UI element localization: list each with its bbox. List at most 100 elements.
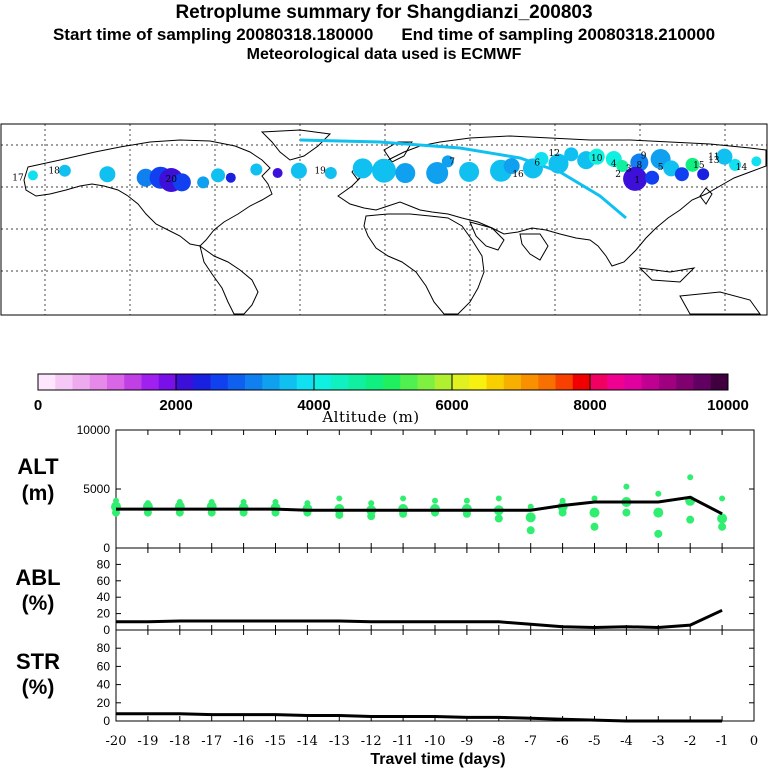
y-tick-label: 20 (97, 607, 111, 621)
x-tick-label: -3 (652, 734, 665, 749)
y-tick-label: 80 (97, 557, 111, 571)
cluster-label: 11 (708, 153, 719, 163)
alt-cluster-point (368, 500, 375, 507)
alt-cluster-point (400, 495, 407, 502)
alt-cluster-point (240, 498, 247, 505)
str-title: STR (16, 649, 60, 674)
abl-line (116, 608, 723, 630)
plume-cluster (27, 170, 38, 181)
cluster-label: 17 (12, 174, 24, 184)
x-tick-label: -9 (461, 734, 474, 749)
y-tick-label: 0 (103, 714, 110, 728)
plume-cluster (99, 166, 116, 183)
plume-cluster (441, 155, 454, 168)
alt-cluster-point (526, 526, 535, 535)
colorbar-cell (641, 374, 660, 390)
x-tick-label: -7 (524, 734, 537, 749)
x-tick-label: -4 (620, 734, 633, 749)
colorbar-cell (417, 374, 436, 390)
colorbar-cell (365, 374, 384, 390)
plume-cluster (716, 148, 733, 165)
cluster-label: 6 (534, 159, 540, 169)
colorbar-tick-label: 2000 (159, 397, 192, 414)
alt-cluster-point (654, 529, 663, 538)
map-frame (0, 123, 768, 316)
x-tick-label: -19 (137, 734, 158, 749)
alt-cluster-point (589, 507, 600, 518)
end-time-label: End time of sampling 20080318.210000 (401, 25, 716, 44)
alt-xticks (115, 430, 755, 548)
plume-cluster (172, 173, 191, 192)
cluster-label: 14 (736, 163, 748, 173)
cluster-label: 19 (314, 167, 326, 177)
colorbar-cell (141, 374, 160, 390)
colorbar-cell (538, 374, 556, 390)
cluster-label: 16 (512, 170, 524, 180)
y-tick-label: 80 (97, 641, 111, 655)
plume-cluster (697, 168, 710, 181)
x-tick-label: -10 (425, 734, 446, 749)
colorbar-cell (107, 374, 125, 390)
alt-cluster-point (718, 522, 727, 531)
alt-cluster-point (144, 500, 151, 507)
plume-cluster (290, 162, 307, 179)
plume-cluster (211, 168, 226, 183)
colorbar-cell (279, 374, 298, 390)
plume-cluster (58, 164, 71, 177)
alt-cluster-point (591, 495, 598, 502)
x-tick-label: 0 (750, 734, 758, 749)
alt-cluster-point (176, 498, 183, 505)
x-tick-labels: -20 -19 -18 -17 -16 -15 -14 -13 -12 -11 -10 -9 -8 -7-… (106, 734, 759, 749)
colorbar-cell (469, 374, 487, 390)
colorbar-cell (262, 374, 280, 390)
str-yticks: 80 60 40 20 0 (97, 641, 754, 728)
cluster-label: 9 (641, 152, 647, 162)
abl-panel: ABL (%) 80 60 40 20 0 (15, 547, 755, 637)
x-tick-label: -6 (556, 734, 569, 749)
y-tick-label: 60 (97, 574, 111, 588)
plume-cluster (674, 167, 689, 182)
colorbar-tick-label: 6000 (435, 397, 468, 414)
plume-cluster (197, 176, 210, 189)
colorbar-cell (124, 374, 142, 390)
x-tick-label: -20 (106, 734, 127, 749)
colorbar-cell (296, 374, 315, 390)
plume-cluster (751, 156, 762, 167)
alt-cluster-point (559, 497, 566, 504)
colorbar-cell (38, 374, 56, 390)
alt-cluster-point (495, 495, 502, 502)
x-tick-label: -1 (716, 734, 729, 749)
colorbar-cell (245, 374, 263, 390)
alt-unit: (m) (22, 482, 55, 505)
met-data-label: Meteorological data used is ECMWF (246, 46, 522, 63)
colorbar-cell (486, 374, 505, 390)
plume-cluster (623, 166, 648, 191)
colorbar-cell (607, 374, 625, 390)
abl-frame (115, 547, 755, 631)
cluster-label: 4 (611, 160, 617, 170)
colorbar-cell (434, 374, 453, 390)
colorbar-cell (555, 374, 574, 390)
cluster-label: 8 (636, 161, 642, 171)
cluster-label: 1 (634, 176, 640, 186)
colorbar-cell (210, 374, 229, 390)
colorbar-tick-label: 10000 (707, 397, 749, 414)
plume-cluster (645, 170, 660, 185)
colorbar-cell (452, 374, 470, 390)
cluster-label: 5 (658, 163, 664, 173)
plume-cluster (459, 161, 480, 182)
str-line (116, 712, 723, 723)
alt-yticks: 10000 5000 0 (77, 423, 754, 555)
colorbar-cell (314, 374, 332, 390)
cluster-label: 12 (548, 149, 559, 159)
alt-cluster-point (336, 495, 343, 502)
alt-title: ALT (17, 454, 59, 479)
plume-cluster (250, 163, 263, 176)
cluster-label: 7 (449, 157, 455, 167)
colorbar-cell (89, 374, 108, 390)
x-tick-label: -2 (684, 734, 697, 749)
alt-cluster-point (113, 497, 119, 504)
colorbar-cell (176, 374, 194, 390)
